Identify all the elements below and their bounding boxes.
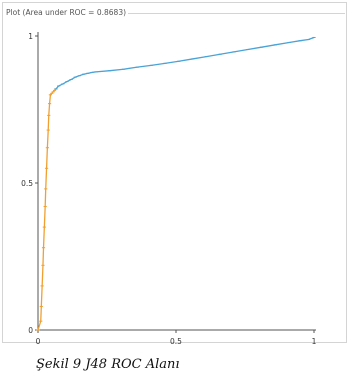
y-tick-label: 1 xyxy=(28,32,33,41)
chart-title: Plot (Area under ROC = 0.8683) xyxy=(6,8,130,17)
series-layer xyxy=(36,36,316,331)
series-line-orange xyxy=(37,88,57,331)
figure-caption: Şekil 9 J48 ROC Alanı xyxy=(36,357,180,372)
x-tick-label: 0 xyxy=(36,337,41,345)
tick-labels: 0 0.5 1 0 0.5 1 xyxy=(21,32,317,345)
series-line-blue xyxy=(55,36,315,90)
y-tick-label: 0 xyxy=(28,326,33,335)
x-tick-label: 0.5 xyxy=(170,337,182,345)
roc-chart: 0 0.5 1 0 0.5 1 xyxy=(21,32,317,345)
y-tick-label: 0.5 xyxy=(21,179,33,188)
plot-frame xyxy=(2,2,347,343)
x-tick-label: 1 xyxy=(312,337,317,345)
title-divider xyxy=(128,13,345,14)
